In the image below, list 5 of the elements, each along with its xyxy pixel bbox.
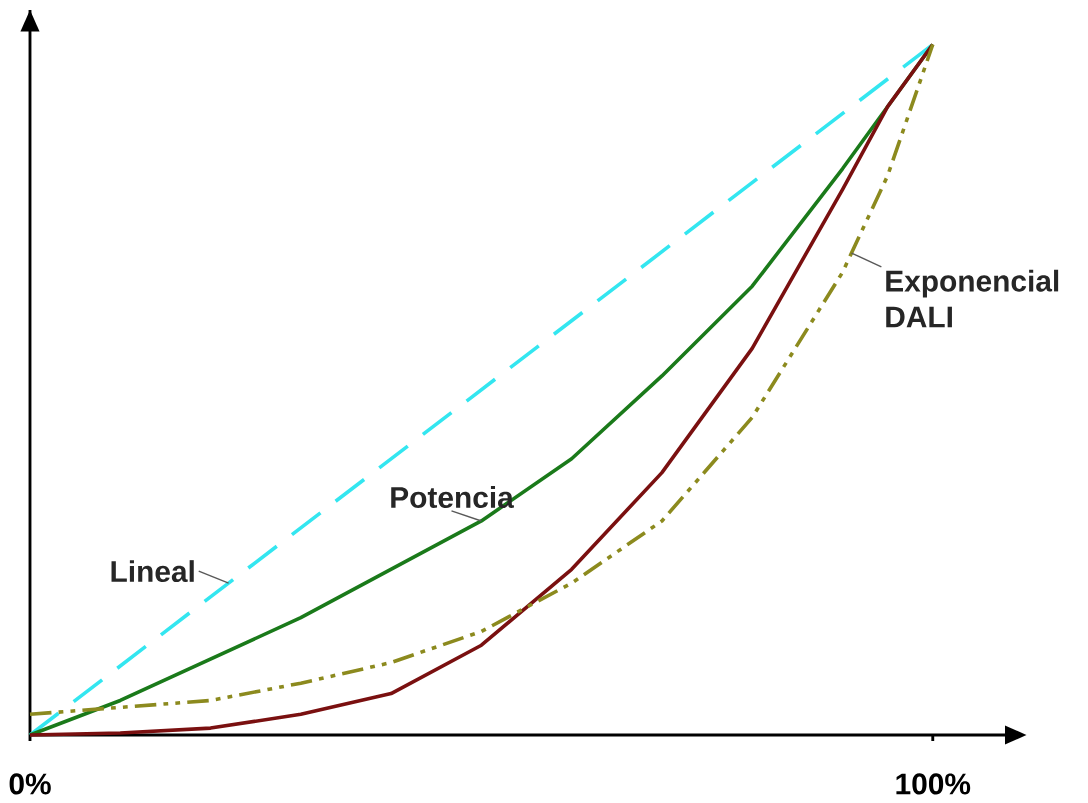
x-tick-label: 0% [9, 773, 51, 795]
series-label: Exponencial DALI [886, 269, 1059, 328]
series-label: Lineal [111, 560, 194, 583]
x-tick-label: 100% [896, 773, 971, 795]
series-label: Potencia [391, 486, 514, 509]
